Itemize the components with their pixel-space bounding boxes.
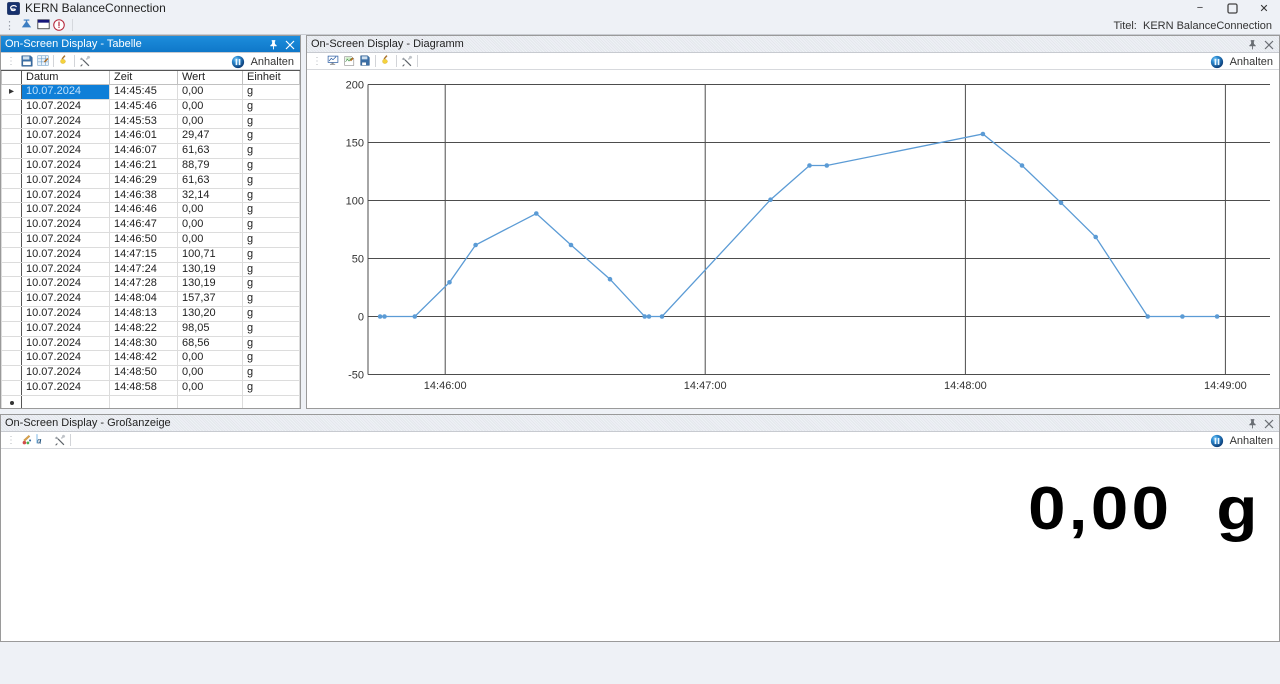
svg-text:150: 150 [346,138,364,150]
svg-text:100: 100 [346,196,364,208]
svg-text:0: 0 [358,312,364,324]
svg-text:50: 50 [352,254,364,266]
svg-text:14:47:00: 14:47:00 [684,380,727,392]
svg-text:-50: -50 [348,370,364,382]
svg-text:200: 200 [346,80,364,92]
svg-text:14:46:00: 14:46:00 [424,380,467,392]
svg-text:14:48:00: 14:48:00 [944,380,987,392]
svg-text:14:49:00: 14:49:00 [1204,380,1247,392]
